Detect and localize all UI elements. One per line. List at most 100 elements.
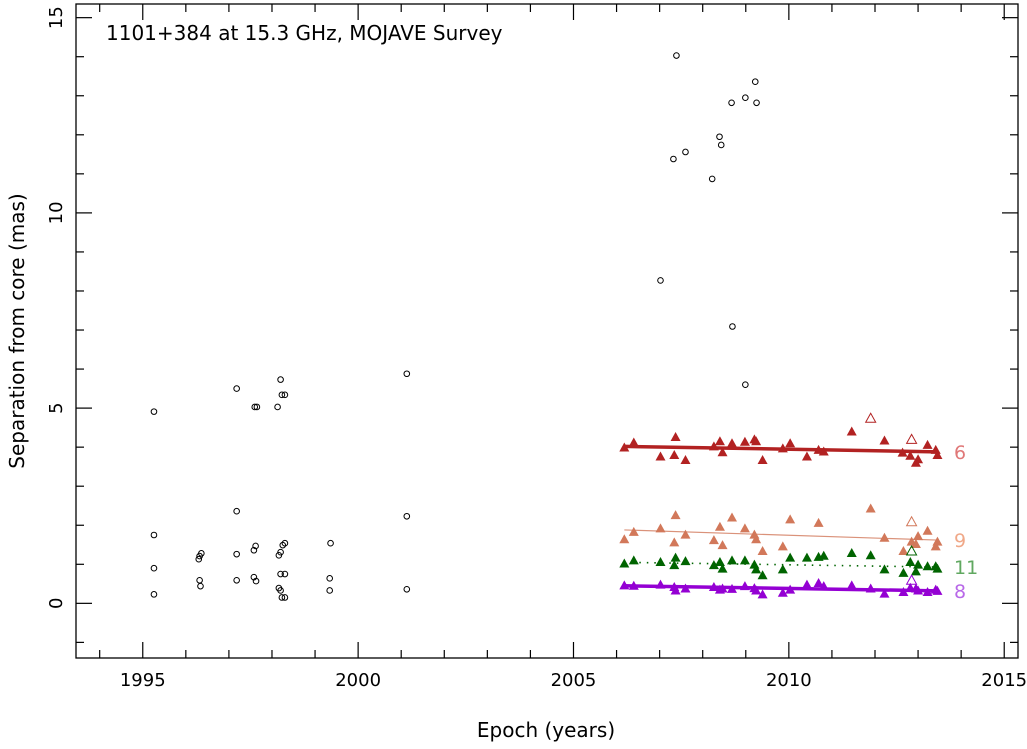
data-point-triangle (619, 580, 630, 590)
data-point-triangle (813, 517, 824, 527)
data-point-triangle (922, 439, 933, 449)
data-point-circle (233, 550, 240, 558)
data-point-circle (150, 408, 158, 415)
data-point-triangle (749, 559, 760, 569)
data-point-triangle (680, 529, 691, 539)
data-point-circle (277, 548, 284, 556)
data-point-triangle (777, 587, 788, 597)
fit-line (624, 529, 938, 541)
data-point-triangle (922, 525, 933, 535)
data-point-triangle (777, 541, 788, 551)
data-point-open-triangle (864, 412, 877, 423)
data-point-circle (195, 555, 203, 563)
data-point-circle (277, 570, 284, 578)
data-point-triangle (751, 585, 762, 595)
data-point-circle (198, 550, 205, 557)
data-point-triangle (655, 523, 666, 533)
data-point-triangle (714, 436, 725, 446)
data-point-circle (682, 148, 689, 156)
data-point-triangle (913, 559, 924, 569)
data-point-triangle (628, 526, 639, 536)
data-point-triangle (913, 454, 924, 464)
data-point-circle (326, 587, 333, 594)
data-point-triangle (879, 532, 890, 542)
data-point-triangle (739, 436, 750, 446)
data-point-triangle (708, 441, 719, 451)
data-point-triangle (818, 446, 829, 456)
data-point-triangle (708, 535, 719, 545)
data-point-triangle (669, 449, 680, 459)
data-point-circle (729, 323, 736, 330)
data-point-triangle (717, 540, 728, 550)
data-point-triangle (717, 447, 728, 457)
data-point-triangle (751, 436, 762, 446)
data-point-triangle (670, 552, 681, 562)
data-point-triangle (922, 587, 933, 597)
data-point-circle (657, 277, 664, 284)
series-8: 8 (619, 574, 966, 603)
data-point-triangle (669, 560, 680, 570)
data-point-triangle (726, 555, 737, 565)
data-point-triangle (932, 585, 943, 595)
data-point-circle (403, 370, 411, 378)
data-point-triangle (930, 541, 941, 551)
series-label: 8 (954, 581, 966, 603)
data-point-triangle (655, 451, 666, 461)
data-point-circle (403, 512, 411, 520)
data-point-triangle (680, 455, 691, 465)
data-point-open-triangle (905, 433, 918, 444)
series-11: 11 (619, 544, 978, 580)
data-point-triangle (670, 510, 681, 520)
data-point-circle (278, 594, 286, 601)
data-point-circle (277, 376, 284, 383)
data-point-triangle (865, 503, 876, 513)
data-point-triangle (619, 534, 630, 544)
x-tick-label: 2000 (335, 670, 381, 691)
data-point-triangle (757, 455, 768, 465)
data-point-triangle (865, 550, 876, 560)
data-point-circle (197, 582, 204, 590)
data-point-triangle (898, 546, 909, 556)
data-point-triangle (717, 563, 728, 573)
data-point-triangle (680, 583, 691, 593)
data-point-triangle (932, 449, 943, 459)
data-point-circle (253, 403, 261, 411)
data-point-circle (279, 541, 287, 549)
data-point-triangle (785, 552, 796, 562)
data-point-circle (673, 52, 680, 59)
y-tick-label: 15 (46, 6, 67, 29)
data-point-triangle (726, 438, 737, 448)
x-tick-label: 2015 (981, 670, 1027, 691)
data-point-circle (742, 381, 749, 388)
data-point-triangle (913, 585, 924, 595)
data-point-triangle (801, 451, 812, 461)
data-point-triangle (708, 581, 719, 591)
data-point-triangle (785, 584, 796, 594)
data-point-triangle (913, 531, 924, 541)
data-point-triangle (879, 564, 890, 574)
data-point-circle (252, 577, 260, 585)
data-point-triangle (818, 550, 829, 560)
data-point-triangle (813, 578, 824, 588)
series-label: 11 (954, 557, 978, 579)
data-point-triangle (669, 581, 680, 591)
data-point-circle (196, 577, 203, 584)
x-tick-label: 2005 (551, 670, 597, 691)
data-point-circle (150, 564, 158, 572)
data-point-circle (670, 155, 677, 163)
data-point-triangle (910, 566, 921, 576)
data-point-triangle (669, 537, 680, 547)
data-point-circle (278, 391, 286, 399)
data-point-triangle (818, 581, 829, 591)
data-point-triangle (879, 435, 890, 445)
data-point-triangle (846, 547, 857, 557)
series-label: 9 (954, 530, 966, 552)
data-point-triangle (757, 546, 768, 556)
data-point-triangle (714, 556, 725, 566)
data-point-circle (717, 141, 725, 149)
data-point-circle (251, 403, 259, 411)
data-point-triangle (785, 514, 796, 524)
data-point-circle (275, 552, 283, 559)
x-tick-label: 1995 (120, 670, 166, 691)
